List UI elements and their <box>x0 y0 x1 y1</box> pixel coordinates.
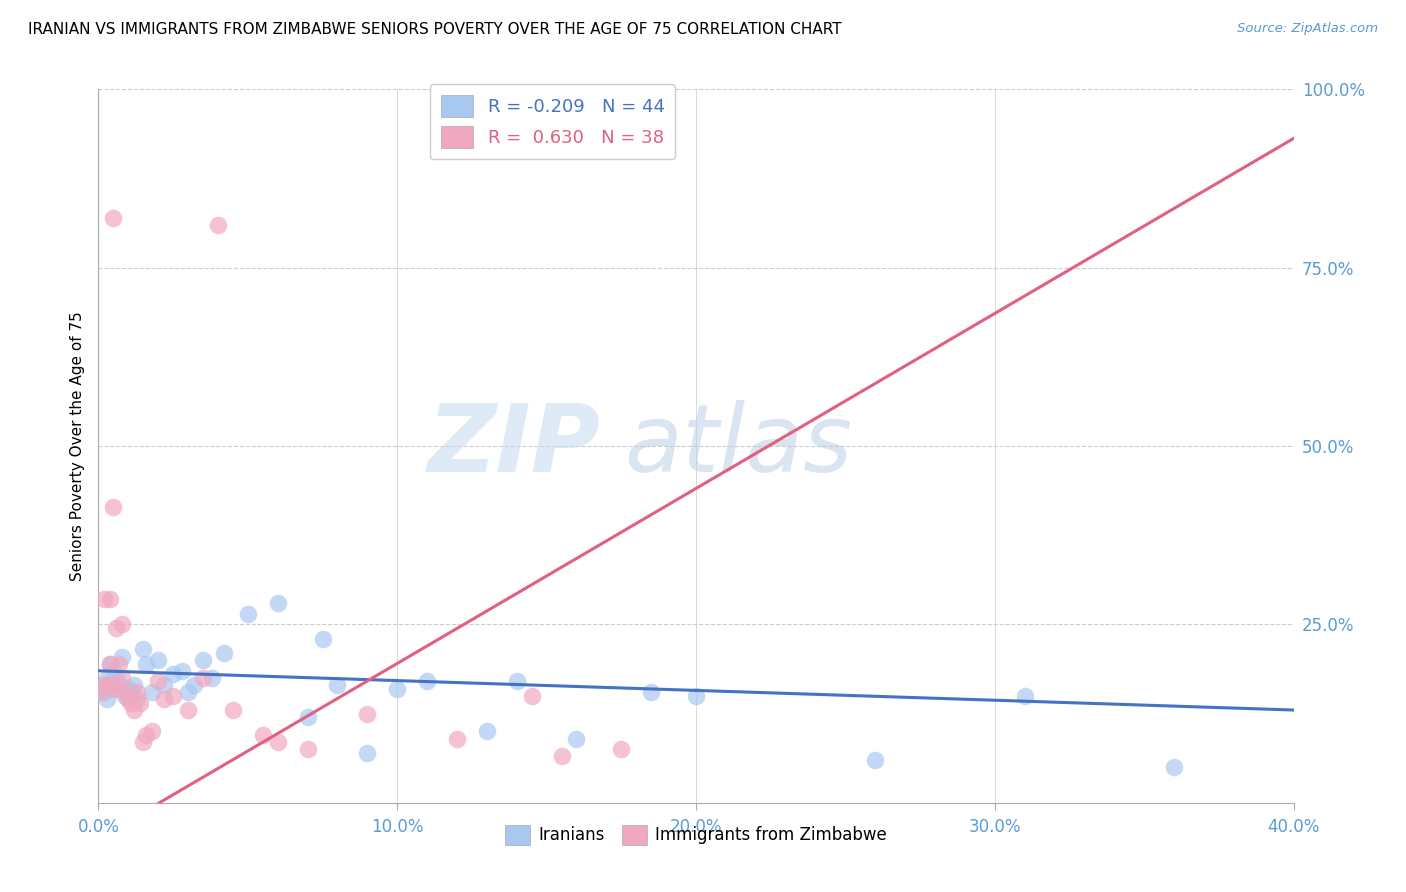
Point <box>120 696 142 710</box>
Point <box>172 664 194 678</box>
Point <box>550 749 572 764</box>
Point <box>98 657 122 671</box>
Point <box>96 671 118 685</box>
Point <box>162 667 184 681</box>
Text: IRANIAN VS IMMIGRANTS FROM ZIMBABWE SENIORS POVERTY OVER THE AGE OF 75 CORRELATI: IRANIAN VS IMMIGRANTS FROM ZIMBABWE SENI… <box>28 22 842 37</box>
Point <box>90 685 112 699</box>
Point <box>1163 760 1185 774</box>
Point <box>141 685 163 699</box>
Point <box>1014 689 1036 703</box>
Point <box>865 753 887 767</box>
Point <box>127 692 149 706</box>
Point <box>124 703 146 717</box>
Point <box>114 685 136 699</box>
Point <box>506 674 529 689</box>
Point <box>162 689 184 703</box>
Point <box>108 678 131 692</box>
Point <box>98 657 122 671</box>
Point <box>222 703 245 717</box>
Point <box>252 728 274 742</box>
Text: Source: ZipAtlas.com: Source: ZipAtlas.com <box>1237 22 1378 36</box>
Text: ZIP: ZIP <box>427 400 600 492</box>
Point <box>114 689 136 703</box>
Point <box>177 703 200 717</box>
Point <box>177 685 200 699</box>
Point <box>520 689 543 703</box>
Point <box>326 678 349 692</box>
Point <box>96 678 118 692</box>
Point <box>117 681 139 696</box>
Point <box>153 692 176 706</box>
Point <box>311 632 333 646</box>
Point <box>640 685 662 699</box>
Point <box>90 681 112 696</box>
Point <box>96 692 118 706</box>
Legend: Iranians, Immigrants from Zimbabwe: Iranians, Immigrants from Zimbabwe <box>499 818 893 852</box>
Point <box>297 742 319 756</box>
Point <box>132 735 155 749</box>
Point <box>207 218 229 232</box>
Point <box>236 607 259 621</box>
Text: atlas: atlas <box>624 401 852 491</box>
Point <box>356 706 378 721</box>
Point <box>416 674 439 689</box>
Point <box>191 671 214 685</box>
Point <box>93 678 115 692</box>
Point <box>132 642 155 657</box>
Point <box>148 653 170 667</box>
Point <box>135 657 157 671</box>
Point <box>111 617 134 632</box>
Point <box>267 735 290 749</box>
Point <box>105 671 128 685</box>
Point <box>120 685 142 699</box>
Y-axis label: Seniors Poverty Over the Age of 75: Seniors Poverty Over the Age of 75 <box>69 311 84 581</box>
Point <box>103 211 125 225</box>
Point <box>105 621 128 635</box>
Point <box>103 664 125 678</box>
Point <box>111 671 134 685</box>
Point <box>93 678 115 692</box>
Point <box>475 724 498 739</box>
Point <box>385 681 409 696</box>
Point <box>93 685 115 699</box>
Point <box>565 731 588 746</box>
Point <box>446 731 468 746</box>
Point <box>108 657 131 671</box>
Point <box>153 678 176 692</box>
Point <box>267 596 290 610</box>
Point <box>105 681 128 696</box>
Point <box>685 689 707 703</box>
Point <box>135 728 157 742</box>
Point <box>191 653 214 667</box>
Point <box>127 685 149 699</box>
Point <box>356 746 378 760</box>
Point <box>148 674 170 689</box>
Point <box>117 692 139 706</box>
Point <box>103 678 125 692</box>
Point <box>610 742 633 756</box>
Point <box>212 646 235 660</box>
Point <box>141 724 163 739</box>
Point <box>98 592 122 607</box>
Point <box>201 671 224 685</box>
Point <box>93 592 115 607</box>
Point <box>103 500 125 514</box>
Point <box>183 678 205 692</box>
Point <box>129 696 152 710</box>
Point <box>111 649 134 664</box>
Point <box>103 681 125 696</box>
Point <box>297 710 319 724</box>
Point <box>124 678 146 692</box>
